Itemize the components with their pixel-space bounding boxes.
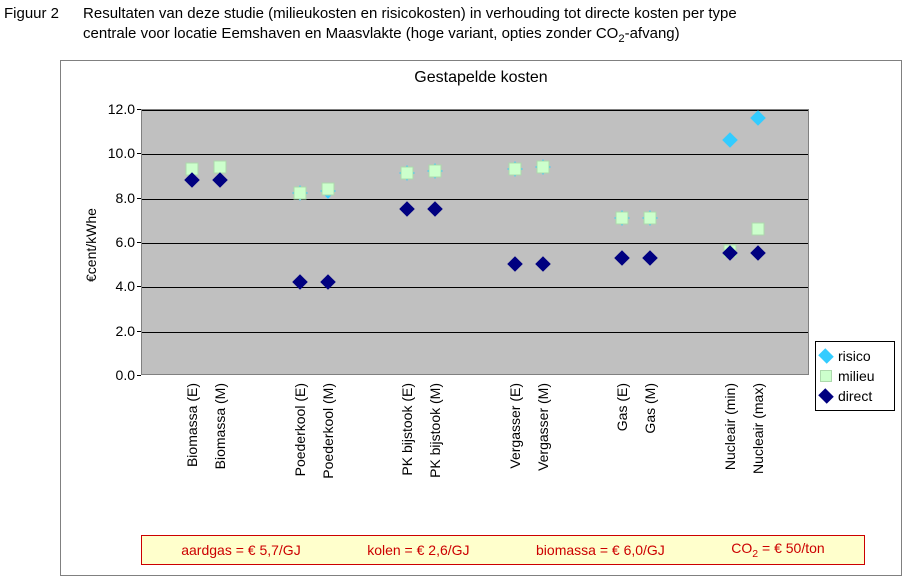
chart-xtick-label: Nucleair (max) (750, 383, 766, 474)
chart-gridline (142, 199, 808, 200)
chart-ytick-label: 10.0 (99, 145, 135, 161)
chart-ytick-label: 4.0 (99, 278, 135, 294)
chart-point-milieu (401, 167, 414, 180)
chart-xtick-label: PK bijstook (E) (399, 383, 415, 476)
legend-label: milieu (838, 368, 875, 384)
chart-gridline (142, 287, 808, 288)
assumption-item: biomassa = € 6,0/GJ (536, 542, 665, 558)
assumption-item: kolen = € 2,6/GJ (367, 542, 469, 558)
chart-ytick-label: 2.0 (99, 323, 135, 339)
chart-point-milieu (752, 222, 765, 235)
chart-point-milieu (616, 211, 629, 224)
chart-ytick-mark (137, 286, 141, 287)
figure-label: Figuur 2 (4, 4, 83, 47)
chart-point-milieu (429, 165, 442, 178)
assumption-item-co2: CO2 = € 50/ton (731, 540, 824, 560)
chart-title: Gestapelde kosten (61, 69, 901, 87)
chart-assumptions-box: aardgas = € 5,7/GJ kolen = € 2,6/GJ biomas… (141, 535, 865, 565)
chart-ytick-label: 8.0 (99, 190, 135, 206)
page: Figuur 2 Resultaten van deze studie (mil… (0, 0, 915, 584)
caption-line1: Resultaten van deze studie (milieukosten… (83, 5, 737, 22)
chart-point-milieu (644, 211, 657, 224)
chart-xtick-label: Poederkool (E) (292, 383, 308, 476)
chart-y-axis-label: €cent/kWhe (83, 208, 99, 282)
chart-ytick-label: 6.0 (99, 234, 135, 250)
figure-caption: Figuur 2 Resultaten van deze studie (mil… (4, 4, 911, 47)
chart-point-milieu (214, 160, 227, 173)
caption-line2-pre: centrale voor locatie Eemshaven en Maasv… (83, 25, 618, 42)
chart-ytick-mark (137, 198, 141, 199)
assumption-item: aardgas = € 5,7/GJ (181, 542, 300, 558)
chart-gridline (142, 332, 808, 333)
legend-label: risico (838, 348, 871, 364)
legend-item-direct: direct (818, 386, 892, 406)
chart-xtick-label: PK bijstook (M) (427, 383, 443, 478)
chart-xtick-label: Nucleair (min) (722, 383, 738, 470)
square-icon (820, 370, 832, 382)
chart-xtick-label: Gas (E) (614, 383, 630, 431)
chart-gridline (142, 243, 808, 244)
chart-xtick-label: Biomassa (M) (212, 383, 228, 469)
legend-item-risico: risico (818, 346, 892, 366)
chart-ytick-mark (137, 331, 141, 332)
chart-xtick-label: Biomassa (E) (184, 383, 200, 467)
chart-point-milieu (508, 162, 521, 175)
chart-ytick-mark (137, 153, 141, 154)
chart-point-milieu (293, 187, 306, 200)
diamond-icon (818, 388, 834, 404)
chart-xtick-label: Gas (M) (642, 383, 658, 434)
chart-xtick-label: Vergasser (E) (507, 383, 523, 469)
caption-line2-post: -afvang) (625, 25, 680, 42)
diamond-icon (818, 348, 834, 364)
chart-xtick-label: Vergasser (M) (535, 383, 551, 471)
chart-xtick-label: Poederkool (M) (320, 383, 336, 479)
chart-gridline (142, 154, 808, 155)
chart-container: Gestapelde kosten €cent/kWhe risico milie… (60, 60, 902, 576)
chart-ytick-mark (137, 242, 141, 243)
chart-ytick-mark (137, 375, 141, 376)
chart-legend: risico milieu direct (815, 341, 895, 411)
legend-item-milieu: milieu (818, 366, 892, 386)
chart-plot-area (141, 109, 809, 375)
chart-gridline (142, 110, 808, 111)
chart-ytick-label: 12.0 (99, 101, 135, 117)
chart-ytick-mark (137, 109, 141, 110)
figure-caption-text: Resultaten van deze studie (milieukosten… (83, 4, 911, 47)
chart-ytick-label: 0.0 (99, 367, 135, 383)
chart-point-milieu (536, 160, 549, 173)
chart-point-milieu (321, 182, 334, 195)
legend-label: direct (838, 388, 872, 404)
